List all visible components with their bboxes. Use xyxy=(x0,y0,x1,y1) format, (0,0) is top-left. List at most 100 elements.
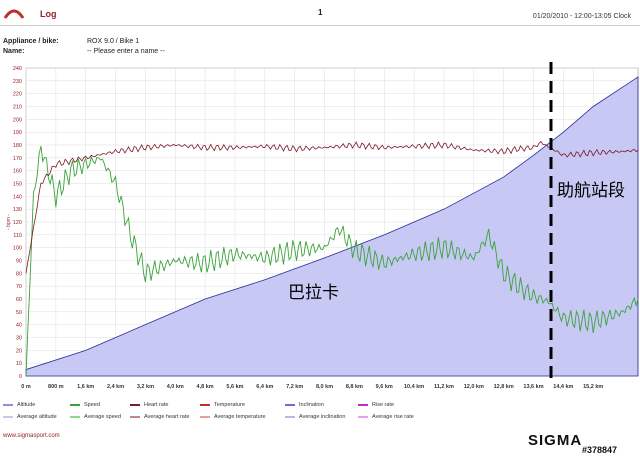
watermark-id: #378847 xyxy=(582,445,618,455)
sigma-logo-icon xyxy=(3,9,25,19)
legend-label: Temperature xyxy=(214,402,245,408)
annotation-bala-ka: 巴拉卡 xyxy=(288,283,339,303)
legend-swatch xyxy=(70,416,80,418)
legend-item: Average heart rate xyxy=(130,414,189,420)
header-divider xyxy=(0,25,640,26)
legend-item: Average speed xyxy=(70,414,121,420)
x-tick-label: 1,6 km xyxy=(77,384,94,390)
legend-item: Average rise rate xyxy=(358,414,414,420)
legend-swatch xyxy=(285,404,295,406)
legend-item: Speed xyxy=(70,402,100,408)
x-tick-label: 3,2 km xyxy=(137,384,154,390)
page-title: Log xyxy=(40,9,57,19)
legend-label: Inclination xyxy=(299,402,324,408)
speed-line xyxy=(25,146,639,377)
y-tick-label: 180 xyxy=(13,143,22,149)
x-tick-label: 0 m xyxy=(21,384,31,390)
legend-item: Average temperature xyxy=(200,414,266,420)
x-tick-label: 5,6 km xyxy=(226,384,243,390)
y-tick-label: 130 xyxy=(13,207,22,213)
y-tick-label: 110 xyxy=(13,233,22,239)
x-tick-label: 7,2 km xyxy=(286,384,303,390)
legend-swatch xyxy=(285,416,295,418)
legend-swatch xyxy=(130,404,140,406)
info-label-name: Name: xyxy=(3,48,25,55)
legend-item: Average altitude xyxy=(3,414,57,420)
y-tick-label: 120 xyxy=(13,220,22,226)
date-range: 01/20/2010 - 12:00-13:05 Clock xyxy=(532,13,631,20)
y-axis-label: - bpm - xyxy=(6,214,12,230)
info-value-appliance: ROX 9.0 / Bike 1 xyxy=(87,38,140,45)
legend-item: Heart rate xyxy=(130,402,168,408)
y-tick-label: 160 xyxy=(13,169,22,175)
y-tick-label: 210 xyxy=(13,105,22,111)
y-tick-label: 40 xyxy=(16,323,22,329)
x-tick-label: 9,6 km xyxy=(376,384,393,390)
x-tick-label: 800 m xyxy=(48,384,64,390)
y-tick-label: 70 xyxy=(16,284,22,290)
legend-label: Average altitude xyxy=(17,414,57,420)
legend-item: Rise rate xyxy=(358,402,394,408)
y-tick-label: 200 xyxy=(13,117,22,123)
log-chart: 0 10 20 30 40 50 60 70 80 90 100 110 120 130 140 150 160… xyxy=(6,62,639,390)
y-tick-label: 80 xyxy=(16,271,22,277)
legend-label: Average speed xyxy=(84,414,121,420)
y-tick-label: 100 xyxy=(13,246,22,252)
legend-item: Temperature xyxy=(200,402,245,408)
y-tick-label: 10 xyxy=(16,361,22,367)
legend-swatch xyxy=(358,404,368,406)
legend-swatch xyxy=(200,404,210,406)
legend-label: Speed xyxy=(84,402,100,408)
legend-item: Altitude xyxy=(3,402,35,408)
footer-url[interactable]: www.sigmasport.com xyxy=(3,433,60,439)
y-tick-label: 20 xyxy=(16,348,22,354)
heart-rate-line xyxy=(25,140,639,274)
legend-swatch xyxy=(70,404,80,406)
legend-item: Inclination xyxy=(285,402,324,408)
y-tick-label: 0 xyxy=(19,374,22,380)
legend-label: Average inclination xyxy=(299,414,346,420)
x-tick-label: 4,8 km xyxy=(197,384,214,390)
x-tick-label: 8,0 km xyxy=(316,384,333,390)
x-tick-label: 12,8 km xyxy=(494,384,514,390)
legend-swatch xyxy=(200,416,210,418)
y-tick-label: 190 xyxy=(13,130,22,136)
x-tick-label: 10,4 km xyxy=(404,384,424,390)
chart-legend: Altitude Speed Heart rate Temperature Inclin… xyxy=(0,400,640,430)
y-tick-label: 230 xyxy=(13,79,22,85)
x-tick-label: 15,2 km xyxy=(583,384,603,390)
x-tick-label: 14,4 km xyxy=(553,384,573,390)
annotation-zhuhang-zhanduan: 助航站段 xyxy=(557,181,625,201)
y-tick-label: 30 xyxy=(16,336,22,342)
y-tick-label: 90 xyxy=(16,259,22,265)
legend-label: Average heart rate xyxy=(144,414,190,420)
x-tick-label: 12,0 km xyxy=(464,384,484,390)
y-tick-label: 60 xyxy=(16,297,22,303)
y-tick-label: 140 xyxy=(13,194,22,200)
y-tick-label: 240 xyxy=(13,66,22,72)
x-tick-label: 4,0 km xyxy=(167,384,184,390)
legend-label: Rise rate xyxy=(372,402,395,408)
x-tick-label: 2,4 km xyxy=(107,384,124,390)
legend-swatch xyxy=(130,416,140,418)
x-tick-label: 13,6 km xyxy=(523,384,543,390)
footer-brand: SIGMA xyxy=(528,432,583,449)
x-tick-label: 8,8 km xyxy=(346,384,363,390)
y-tick-label: 220 xyxy=(13,92,22,98)
info-label-appliance: Appliance / bike: xyxy=(3,38,59,45)
x-tick-label: 6,4 km xyxy=(256,384,273,390)
legend-swatch xyxy=(358,416,368,418)
info-value-name: -- Please enter a name -- xyxy=(87,48,165,55)
legend-label: Heart rate xyxy=(144,402,169,408)
legend-label: Average rise rate xyxy=(372,414,414,420)
altitude-area xyxy=(25,76,639,377)
legend-swatch xyxy=(3,416,13,418)
y-tick-label: 150 xyxy=(13,182,22,188)
y-tick-label: 50 xyxy=(16,310,22,316)
x-tick-label: 11,2 km xyxy=(434,384,454,390)
page-number: 1 xyxy=(318,8,323,17)
legend-item: Average inclination xyxy=(285,414,345,420)
y-tick-label: 170 xyxy=(13,156,22,162)
legend-label: Altitude xyxy=(17,402,36,408)
legend-label: Average temperature xyxy=(214,414,266,420)
